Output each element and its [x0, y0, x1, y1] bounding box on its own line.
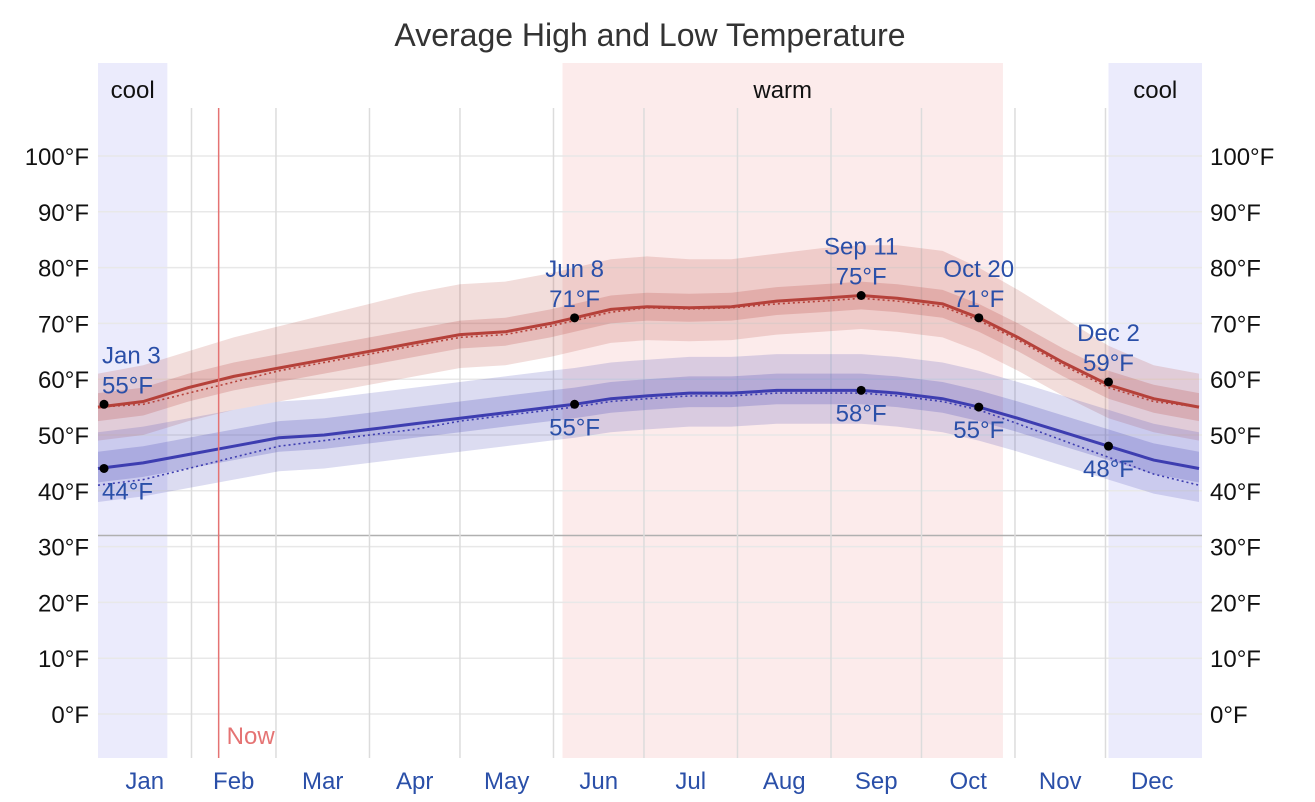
now-marker: Now	[217, 108, 276, 758]
y-tick-right: 0°F	[1210, 702, 1248, 729]
annotation-low: 58°F	[836, 400, 887, 427]
temperature-ranges	[98, 245, 1199, 502]
low-range-10-90	[98, 354, 1199, 502]
y-tick-left: 40°F	[38, 479, 89, 506]
y-tick-right: 10°F	[1210, 646, 1261, 673]
season-bands: cool warm cool	[98, 63, 1202, 758]
month-label-oct: Oct	[950, 768, 988, 795]
y-tick-left: 0°F	[51, 702, 89, 729]
y-tick-left: 80°F	[38, 256, 89, 283]
annotation-date: Sep 11	[824, 234, 898, 261]
season-band-cool-0	[98, 63, 168, 758]
y-tick-left: 90°F	[38, 200, 89, 227]
annotation-low: 55°F	[953, 417, 1004, 444]
season-label-warm-1: warm	[752, 77, 812, 104]
y-tick-left: 60°F	[38, 367, 89, 394]
y-tick-right: 20°F	[1210, 590, 1261, 617]
month-label-jul: Jul	[675, 768, 706, 795]
y-tick-left: 20°F	[38, 590, 89, 617]
low-point-jun-8	[570, 399, 580, 409]
month-label-aug: Aug	[763, 768, 806, 795]
season-band-warm-1	[562, 63, 1003, 758]
high-dotted-line	[97, 297, 1200, 408]
high-point-oct-20	[974, 313, 984, 323]
y-tick-right: 50°F	[1210, 423, 1261, 450]
low-average-line	[97, 388, 1200, 470]
y-tick-right: 40°F	[1210, 479, 1261, 506]
month-label-feb: Feb	[213, 768, 254, 795]
annotation-high: 71°F	[953, 286, 1004, 313]
low-point-sep-11	[856, 385, 866, 395]
chart-title: Average High and Low Temperature	[394, 17, 905, 53]
low-dotted-line	[97, 392, 1200, 486]
y-axis-left: 100°F 90°F 80°F 70°F 60°F 50°F 40°F 30°F 20°F 10°…	[25, 144, 89, 729]
x-axis-months: Jan Feb Mar Apr May Jun Jul Aug Sep Oct Nov Dec	[125, 768, 1173, 795]
high-point-sep-11	[856, 291, 866, 300]
month-label-may: May	[484, 768, 529, 795]
annotation-high: 55°F	[102, 372, 153, 399]
low-point-jan-3	[99, 463, 109, 473]
y-tick-right: 30°F	[1210, 535, 1261, 562]
y-axis-right: 100°F 90°F 80°F 70°F 60°F 50°F 40°F 30°F 20°F 10°…	[1210, 144, 1274, 729]
annotation-date: Dec 2	[1077, 320, 1140, 347]
season-band-cool-2	[1108, 63, 1202, 758]
low-point-dec-2	[1103, 441, 1113, 451]
annotation-high: 59°F	[1083, 350, 1134, 377]
low-range-25-75	[98, 373, 1199, 483]
month-label-sep: Sep	[855, 768, 898, 795]
y-tick-right: 90°F	[1210, 200, 1261, 227]
season-label-cool-2: cool	[1133, 77, 1177, 104]
now-label: Now	[227, 723, 276, 750]
month-label-jan: Jan	[125, 768, 164, 795]
annotation-date: Oct 20	[943, 256, 1014, 283]
month-label-nov: Nov	[1039, 768, 1082, 795]
annotations: Jan 3 55°F 44°F Jun 8 71°F 55°F Sep 11 75°F 58°F…	[99, 234, 1140, 505]
annotation-low: 48°F	[1083, 456, 1134, 483]
annotation-high: 75°F	[836, 264, 887, 291]
y-tick-right: 70°F	[1210, 311, 1261, 338]
temperature-lines	[97, 293, 1200, 486]
month-label-apr: Apr	[396, 768, 433, 795]
y-tick-left: 10°F	[38, 646, 89, 673]
high-range-10-90	[98, 245, 1199, 441]
month-label-dec: Dec	[1131, 768, 1174, 795]
annotation-low: 55°F	[549, 414, 600, 441]
y-tick-left: 30°F	[38, 535, 89, 562]
annotation-date: Jun 8	[545, 256, 604, 283]
y-tick-right: 60°F	[1210, 367, 1261, 394]
y-tick-right: 100°F	[1210, 144, 1274, 171]
month-label-mar: Mar	[302, 768, 343, 795]
high-point-dec-2	[1103, 377, 1113, 387]
high-point-jan-3	[99, 399, 109, 409]
month-label-jun: Jun	[579, 768, 618, 795]
grid-lines	[98, 108, 1202, 758]
annotation-low: 44°F	[102, 478, 153, 505]
y-tick-left: 70°F	[38, 311, 89, 338]
y-tick-right: 80°F	[1210, 256, 1261, 283]
y-tick-left: 50°F	[38, 423, 89, 450]
y-tick-left: 100°F	[25, 144, 89, 171]
high-average-line	[97, 293, 1200, 409]
low-point-oct-20	[974, 402, 984, 412]
annotation-high: 71°F	[549, 286, 600, 313]
season-label-cool-0: cool	[111, 77, 155, 104]
annotation-date: Jan 3	[102, 342, 161, 369]
high-point-jun-8	[570, 313, 580, 323]
high-range-25-75	[98, 281, 1199, 422]
